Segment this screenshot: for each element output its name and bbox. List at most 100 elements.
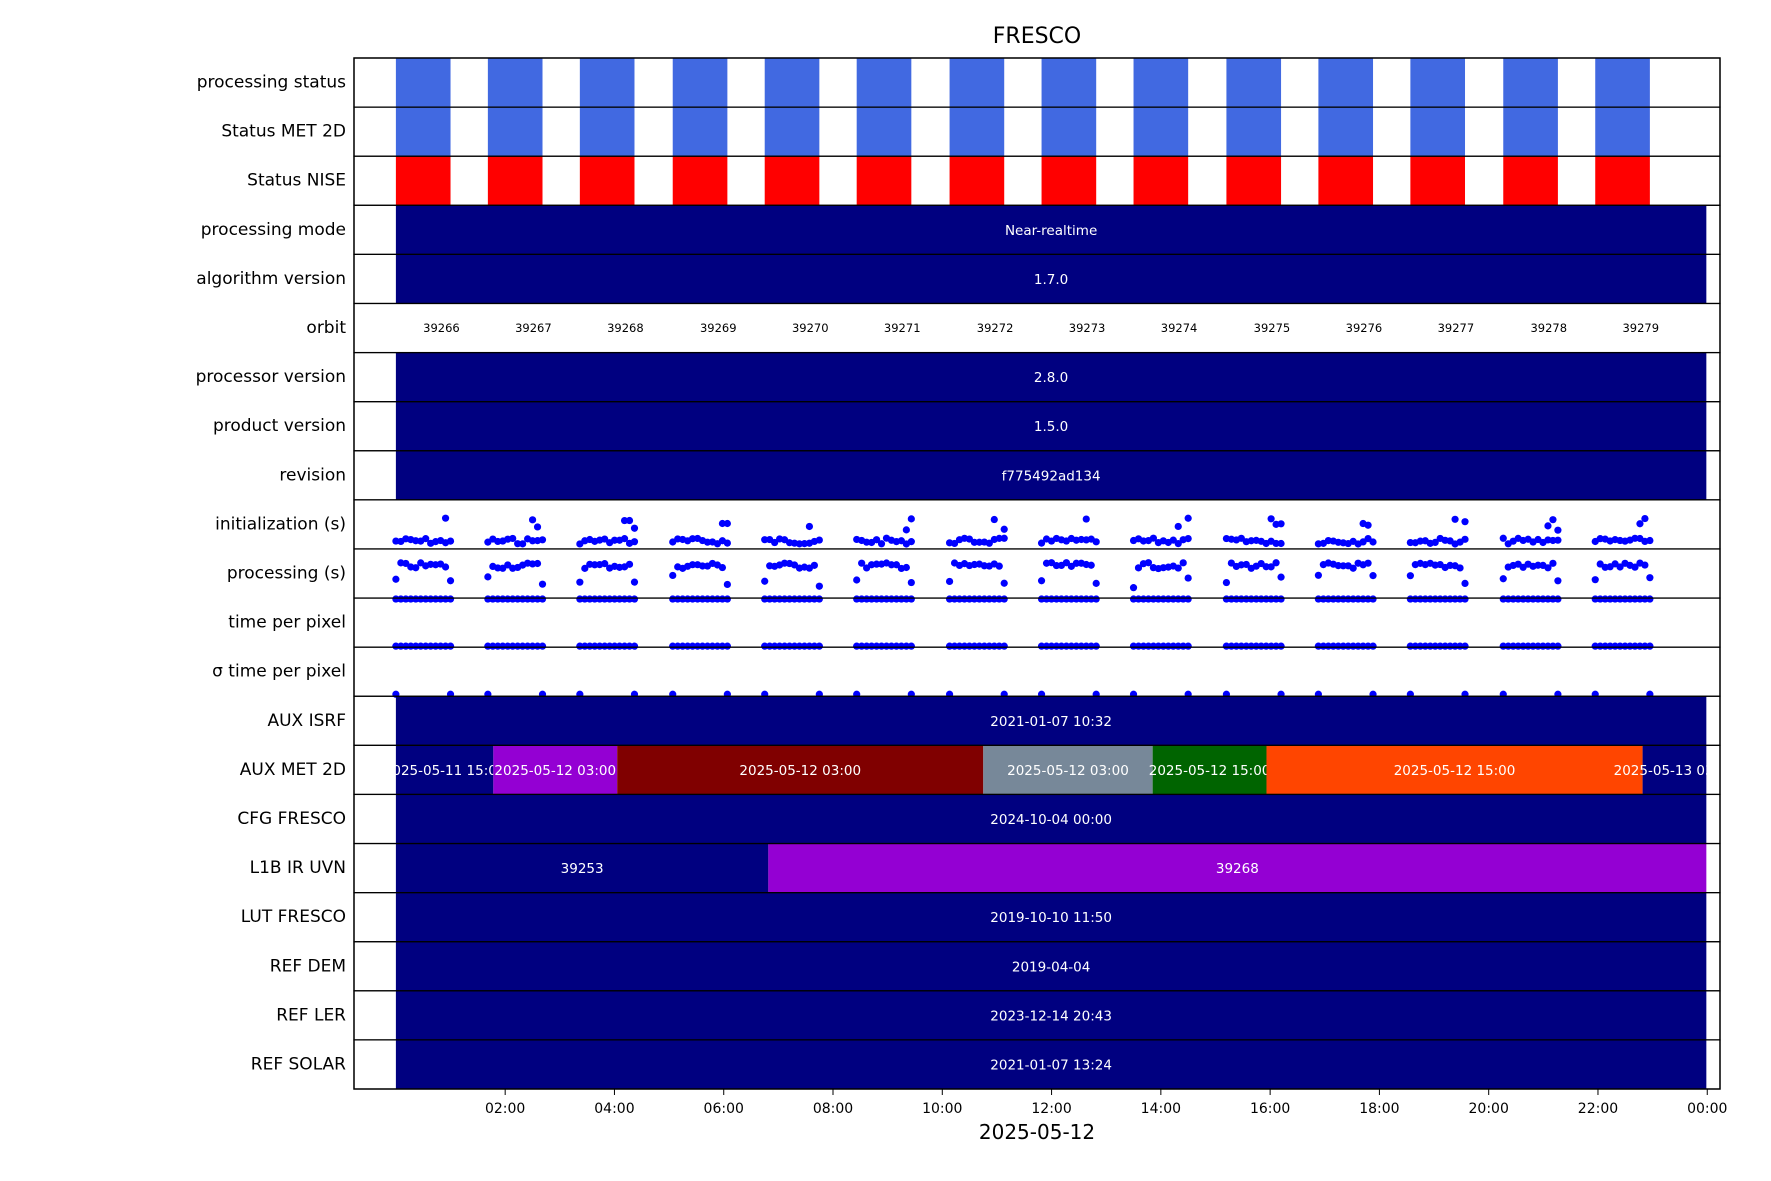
data-point [1272,595,1280,603]
data-point [990,515,998,524]
data-point [872,595,881,603]
data-point [1277,573,1285,581]
data-point [1646,574,1654,582]
segment-label: Near-realtime [1005,223,1097,239]
data-point [1037,539,1046,547]
data-point [436,595,445,603]
data-point [1344,595,1352,603]
data-point [392,595,400,603]
data-point [887,642,896,650]
data-point [1267,563,1275,571]
data-point [1072,559,1080,567]
data-point [975,642,983,650]
segment-bar [395,254,1707,304]
data-point [708,595,717,603]
data-point [586,642,594,650]
data-point [1057,595,1066,603]
data-point [1349,595,1357,603]
data-point [427,595,435,603]
data-point [1339,642,1347,650]
data-point [620,595,629,603]
data-point [397,642,405,650]
data-point [1554,536,1562,544]
data-point [591,595,599,603]
data-point [1524,642,1532,650]
segment-bar [1152,745,1267,795]
data-point [863,642,871,650]
data-point [1314,642,1322,650]
status-block [1410,156,1466,206]
data-point [1539,595,1547,603]
data-point [1636,520,1644,528]
data-point [1421,595,1429,603]
status-block [1595,107,1650,157]
data-point [1636,595,1644,603]
data-point [1334,595,1342,603]
segment-bar [395,745,494,795]
data-point [892,642,901,650]
x-tick-label: 22:00 [1578,1101,1618,1117]
data-point [1646,595,1654,603]
data-point [1067,642,1075,650]
data-point [1000,525,1008,533]
data-point [1504,642,1512,650]
data-point [412,595,420,603]
data-point [1456,595,1464,603]
data-point [1461,535,1469,543]
data-point [1184,514,1192,522]
data-point [1222,595,1231,603]
segment-label: 2025-05-12 15:00 [1394,763,1516,779]
status-block [672,58,728,108]
data-point [872,560,881,568]
data-point [1139,642,1148,650]
data-point [995,642,1003,650]
data-point [1179,642,1187,650]
data-point [1277,539,1285,548]
data-point [858,559,866,567]
data-point [499,642,507,650]
data-point [1544,564,1552,572]
data-point [1339,562,1347,570]
data-point [1554,526,1562,534]
data-point [1601,642,1609,650]
segment-label: 39268 [1216,861,1259,877]
status-block [856,58,912,108]
segment-bar [395,843,769,893]
data-point [1369,538,1377,546]
data-point [1461,642,1469,650]
data-point [402,559,410,568]
data-point [872,536,881,544]
data-point [1499,534,1507,542]
orbit-label: 39271 [884,321,921,335]
data-point [1000,534,1008,542]
data-point [1451,642,1459,650]
data-point [1159,642,1167,650]
row-frame [353,646,1721,697]
data-point [882,642,891,650]
data-point [771,538,779,547]
data-point [1626,642,1634,650]
data-point [1062,559,1070,567]
row-label: processing mode [201,220,346,240]
data-point [1129,584,1138,592]
segment-label: 2025-05-11 15:00 [384,763,506,779]
data-point [718,595,727,603]
data-point [1237,642,1245,650]
status-block [487,58,543,108]
data-point [441,595,450,603]
data-point [780,642,789,650]
data-point [1554,595,1562,603]
data-point [1232,642,1240,650]
data-point [1037,577,1046,585]
data-point [1184,642,1192,650]
data-point [446,595,455,603]
data-point [1252,595,1260,603]
data-point [1596,595,1604,603]
data-point [1499,575,1507,583]
data-point [1087,561,1095,569]
data-point [990,642,998,650]
data-point [718,642,727,650]
data-point [615,642,624,650]
row-label: time per pixel [228,613,346,633]
data-point [1062,595,1070,603]
